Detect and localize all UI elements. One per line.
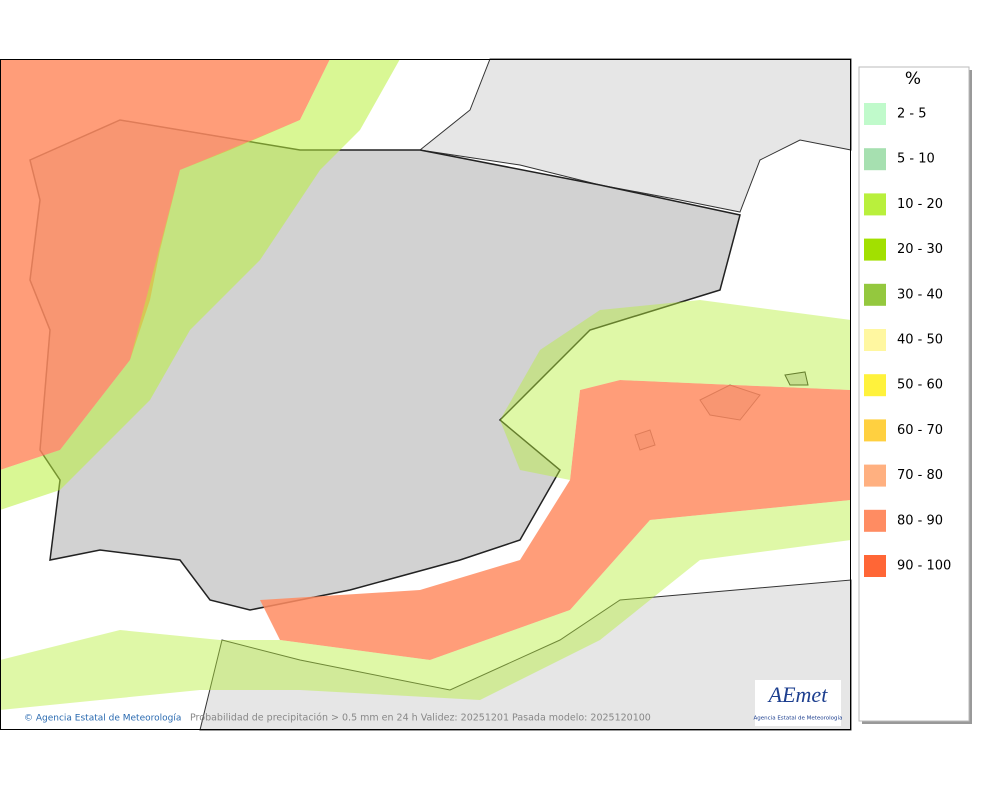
legend-label: 30 - 40 bbox=[897, 287, 943, 302]
legend-swatch bbox=[864, 464, 886, 487]
legend-label: 20 - 30 bbox=[897, 242, 943, 257]
legend-swatch bbox=[864, 374, 886, 397]
legend-swatch bbox=[864, 238, 886, 261]
legend-label: 70 - 80 bbox=[897, 468, 943, 483]
legend-label: 80 - 90 bbox=[897, 513, 943, 528]
legend-swatch bbox=[864, 193, 886, 216]
legend-swatch bbox=[864, 148, 886, 171]
legend-label: 40 - 50 bbox=[897, 333, 943, 348]
precip-band-east bbox=[500, 300, 851, 480]
legend-label: 10 - 20 bbox=[897, 197, 943, 212]
map: © Agencia Estatal de Meteorología Probab… bbox=[0, 58, 852, 731]
legend-swatch bbox=[864, 555, 886, 577]
logo-box bbox=[755, 680, 841, 726]
legend-label: 2 - 5 bbox=[897, 107, 927, 122]
legend-label: 60 - 70 bbox=[897, 423, 943, 438]
precip-mediterranean bbox=[260, 380, 851, 660]
legend: % 2 - 5 5 - 10 10 - 20 20 - 30 30 - 40 40 - 5… bbox=[858, 66, 972, 724]
logo-subtitle: Agencia Estatal de Meteorología bbox=[754, 715, 843, 722]
precip-band-south bbox=[0, 500, 851, 710]
legend-label: 90 - 100 bbox=[897, 559, 951, 574]
precip-band bbox=[0, 59, 400, 510]
legend-swatch bbox=[864, 283, 886, 306]
precip-atlantic bbox=[0, 59, 330, 470]
legend-label: 50 - 60 bbox=[897, 378, 943, 393]
legend-swatch bbox=[864, 103, 886, 125]
legend-swatch bbox=[864, 329, 886, 351]
caption: Probabilidad de precipitación > 0.5 mm e… bbox=[190, 713, 651, 724]
legend-swatch bbox=[864, 509, 886, 532]
legend-label: 5 - 10 bbox=[897, 152, 935, 167]
logo: AEmet bbox=[767, 682, 829, 707]
credit: © Agencia Estatal de Meteorología bbox=[24, 714, 181, 724]
legend-swatch bbox=[864, 419, 886, 442]
map-frame bbox=[0, 59, 851, 730]
legend-title: % bbox=[905, 69, 921, 89]
